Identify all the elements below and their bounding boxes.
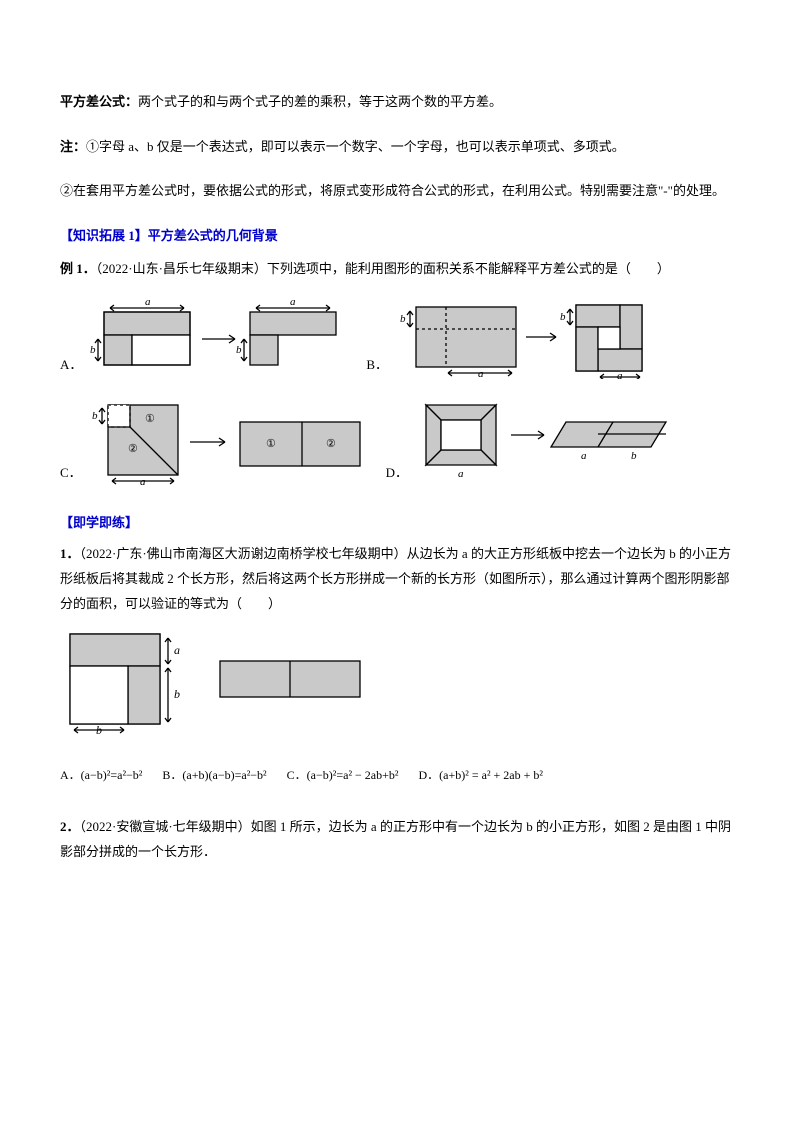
q1-options: A．(a−b)²=a²−b² B．(a+b)(a−b)=a²−b² C．(a−b… [60, 764, 734, 787]
label-b: b [400, 313, 406, 325]
label-b: b [96, 723, 102, 736]
note-label: 注： [60, 139, 86, 154]
label-b: b [236, 344, 242, 356]
q1-opt-d: D．(a+b)² = a² + 2ab + b² [419, 764, 544, 787]
section-1-heading: 【知识拓展 1】平方差公式的几何背景 [60, 224, 278, 249]
formula-label: 平方差公式： [60, 94, 138, 109]
label-a: a [617, 370, 623, 379]
option-c-group: C． b a ① ② [60, 397, 380, 487]
note2-text: ②在套用平方差公式时，要依据公式的形式，将原式变形成符合公式的形式，在利用公式。… [60, 183, 725, 198]
note-1: 注：①字母 a、b 仅是一个表达式，即可以表示一个数字、一个字母，也可以表示单项… [60, 135, 734, 160]
label-b: b [92, 410, 98, 422]
label-a: a [290, 299, 296, 308]
example-1: 例 1．（2022·山东·昌乐七年级期末）下列选项中，能利用图形的面积关系不能解… [60, 257, 734, 282]
q2-text: （2022·安徽宣城·七年级期中）如图 1 所示，边长为 a 的正方形中有一个边… [60, 819, 731, 859]
practice-q2: 2．（2022·安徽宣城·七年级期中）如图 1 所示，边长为 a 的正方形中有一… [60, 815, 734, 864]
practice-q1: 1．（2022·广东·佛山市南海区大沥谢边南桥学校七年级期中）从边长为 a 的大… [60, 542, 734, 616]
note1-text: ①字母 a、b 仅是一个表达式，即可以表示一个数字、一个字母，也可以表示单项式、… [86, 139, 625, 154]
q1-label: 1． [60, 546, 80, 561]
note-2: ②在套用平方差公式时，要依据公式的形式，将原式变形成符合公式的形式，在利用公式。… [60, 179, 734, 204]
practice-heading: 【即学即练】 [60, 515, 138, 530]
option-c-figure: b a ① ② ① ② [90, 397, 380, 487]
label-b: b [174, 687, 180, 701]
practice-heading-row: 【即学即练】 [60, 511, 734, 536]
formula-definition: 平方差公式：两个式子的和与两个式子的差的乘积，等于这两个数的平方差。 [60, 90, 734, 115]
label-two: ② [326, 438, 336, 450]
q1-text: （2022·广东·佛山市南海区大沥谢边南桥学校七年级期中）从边长为 a 的大正方… [60, 546, 731, 610]
q1-opt-c: C．(a−b)²=a² − 2ab+b² [287, 764, 399, 787]
label-one: ① [145, 413, 155, 425]
option-d-group: D． a a b [386, 397, 676, 487]
option-b-figure: b a [396, 299, 676, 379]
label-b: b [90, 344, 96, 356]
option-b-group: B． b a [366, 299, 676, 379]
section-1-heading-row: 【知识拓展 1】平方差公式的几何背景 [60, 224, 734, 249]
option-d-label: D． [386, 461, 410, 488]
label-one: ① [266, 438, 276, 450]
q1-opt-b: B．(a+b)(a−b)=a²−b² [162, 764, 266, 787]
label-two: ② [128, 443, 138, 455]
example-1-text: （2022·山东·昌乐七年级期末）下列选项中，能利用图形的面积关系不能解释平方差… [96, 261, 670, 276]
formula-text: 两个式子的和与两个式子的差的乘积，等于这两个数的平方差。 [138, 94, 502, 109]
option-d-figure: a a b [416, 397, 676, 487]
label-a: a [140, 476, 146, 487]
option-a-figure: a b a b [90, 299, 360, 379]
label-b: b [631, 450, 637, 462]
q1-opt-a: A．(a−b)²=a²−b² [60, 764, 142, 787]
example-1-label: 例 1． [60, 261, 96, 276]
label-a: a [478, 368, 484, 379]
options-row-1: A． a b [60, 299, 734, 379]
option-a-group: A． a b [60, 299, 360, 379]
options-row-2: C． b a ① ② [60, 397, 734, 487]
label-a: a [458, 468, 464, 480]
label-b: b [560, 311, 566, 323]
label-a: a [174, 643, 180, 657]
q1-figure: a b b . . . . . [60, 626, 380, 736]
label-a: a [581, 450, 587, 462]
option-c-label: C． [60, 461, 84, 488]
label-a: a [145, 299, 151, 308]
option-b-label: B． [366, 353, 390, 380]
q2-label: 2． [60, 819, 80, 834]
option-a-label: A． [60, 353, 84, 380]
